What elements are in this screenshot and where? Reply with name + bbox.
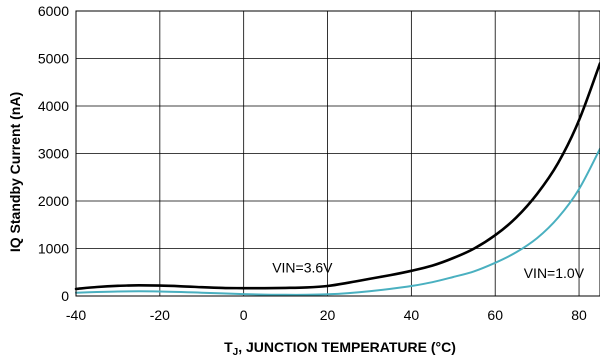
annotations: VIN=3.6V VIN=1.0V	[272, 259, 584, 281]
series-label-vin-3-6v: VIN=3.6V	[272, 259, 333, 275]
x-tick-label: 40	[404, 307, 420, 323]
y-tick-label: 0	[61, 288, 69, 304]
x-axis-title-rest: , JUNCTION TEMPERATURE (°C)	[238, 339, 456, 355]
series-label-vin-1-0v: VIN=1.0V	[524, 265, 585, 281]
plot-frame	[75, 10, 600, 297]
y-tick-label: 4000	[38, 98, 69, 114]
y-tick-label: 1000	[38, 241, 69, 257]
tick-labels: 0 1000 2000 3000 4000 5000 6000 -40 -20 0 20 40 60 80	[38, 3, 587, 323]
series-line-vin-1-0v	[75, 147, 600, 296]
x-tick-label: -20	[150, 307, 170, 323]
x-axis-title: TJ, JUNCTION TEMPERATURE (°C)	[224, 339, 456, 358]
x-tick-label: 60	[487, 307, 503, 323]
x-tick-label: 20	[320, 307, 336, 323]
series-line-vin-3-6v	[74, 62, 600, 291]
y-tick-label: 2000	[38, 193, 69, 209]
x-axis-title-subscript: J	[233, 347, 239, 358]
x-tick-label: -40	[66, 307, 86, 323]
grid	[75, 10, 600, 297]
series-lines	[74, 62, 600, 296]
x-tick-label: 0	[240, 307, 248, 323]
y-tick-label: 6000	[38, 3, 69, 19]
y-axis-title: IQ Standby Current (nA)	[7, 92, 23, 252]
y-tick-label: 3000	[38, 146, 69, 162]
y-tick-label: 5000	[38, 51, 69, 67]
x-axis-title-main: T	[224, 339, 233, 355]
x-tick-label: 80	[571, 307, 587, 323]
